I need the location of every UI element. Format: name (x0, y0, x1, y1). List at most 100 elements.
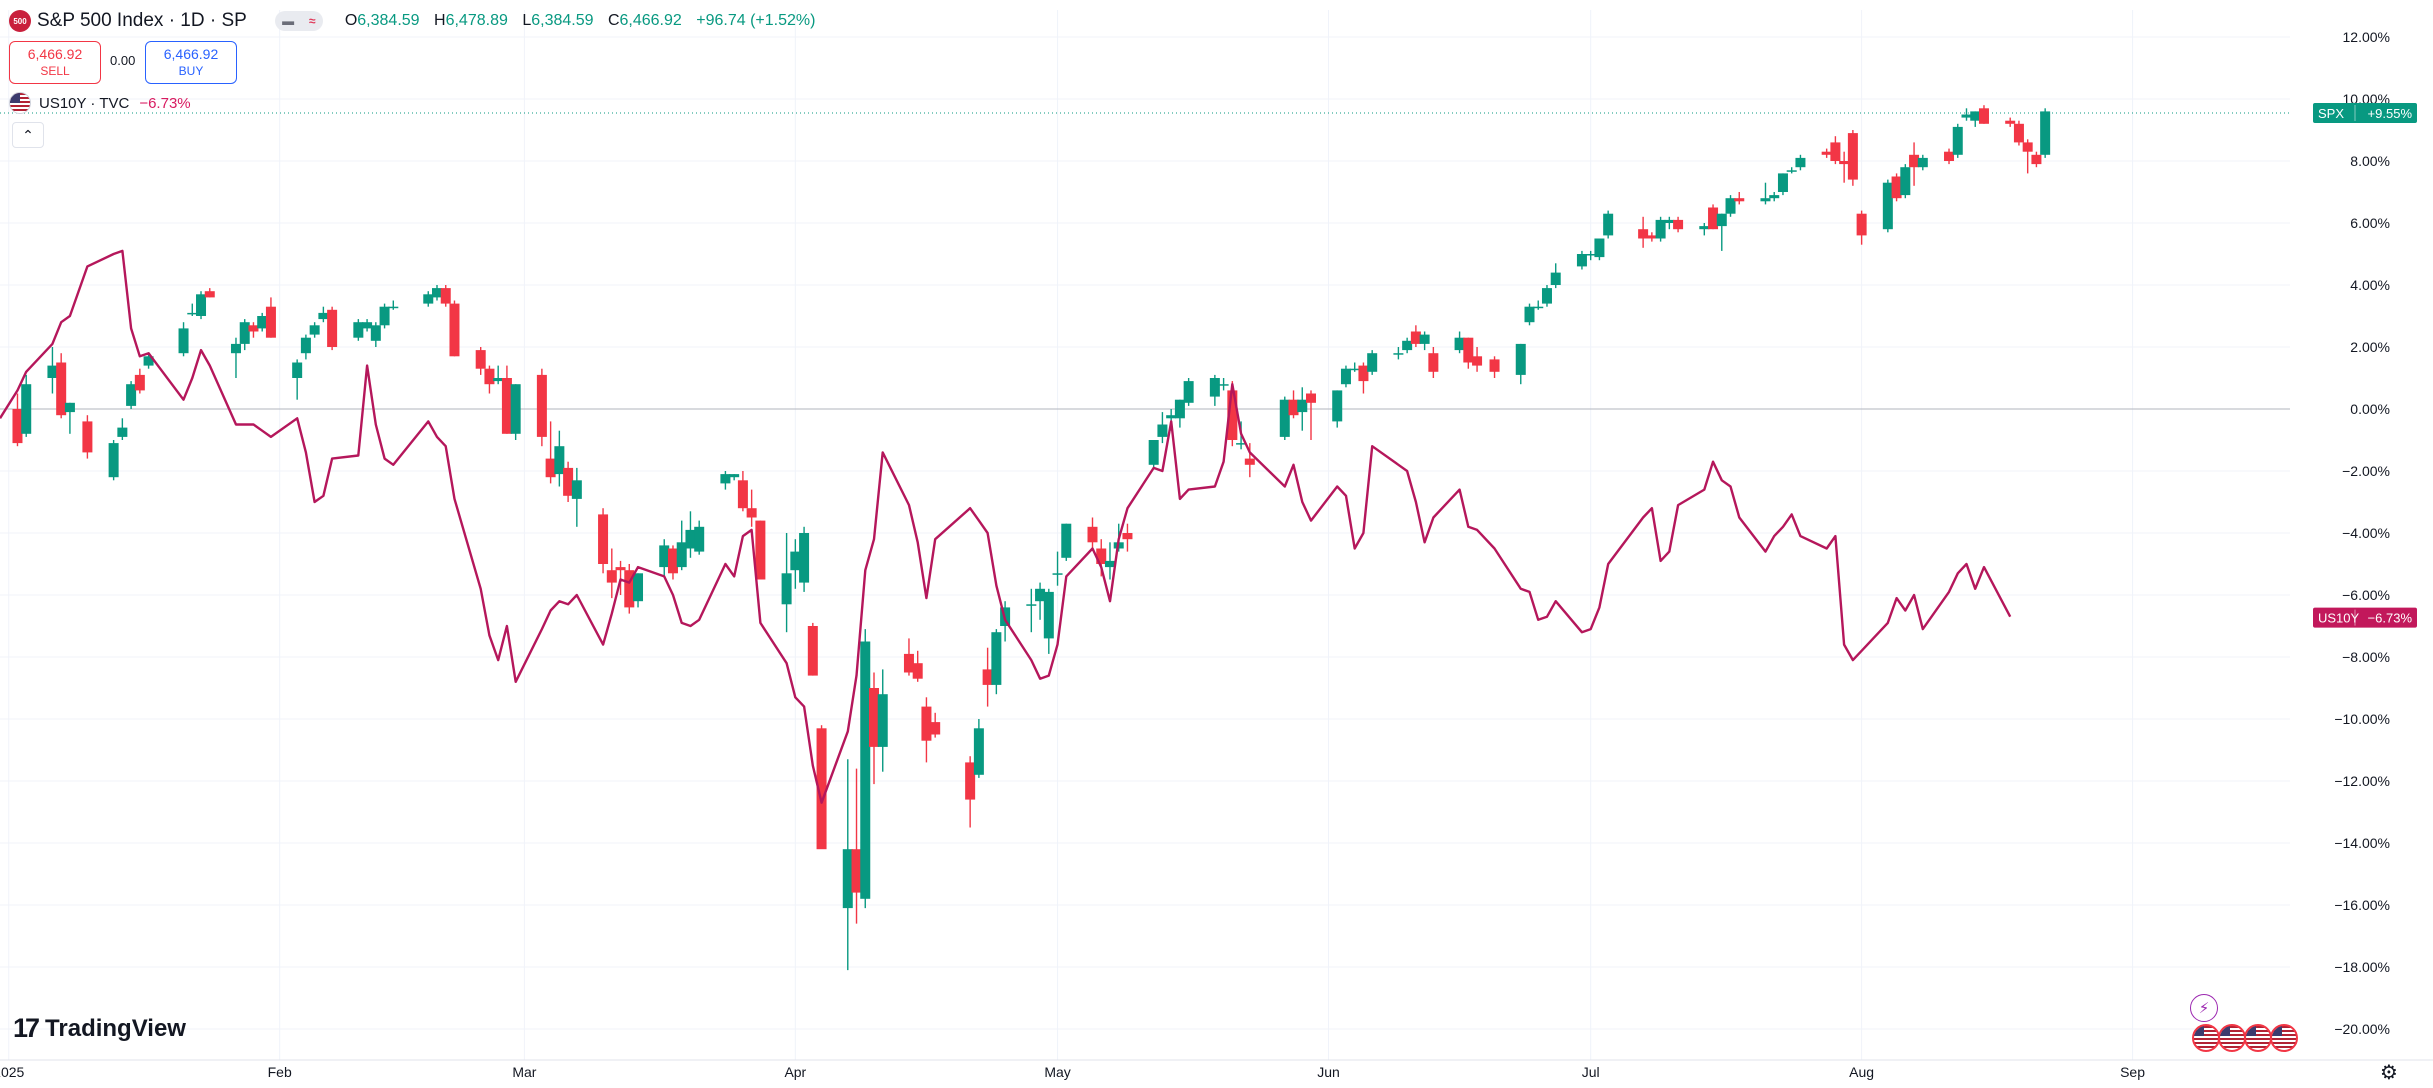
candle (1358, 362, 1369, 394)
candle (423, 291, 434, 307)
candle (484, 365, 495, 394)
candle-body (790, 551, 801, 571)
candle (720, 471, 731, 490)
symbol-title[interactable]: S&P 500 Index · 1D · SP (37, 10, 247, 31)
candle-body (1725, 198, 1736, 214)
us-event-flag-icon[interactable] (2270, 1024, 2298, 1052)
candle (257, 312, 268, 332)
us-event-flag-icon[interactable] (2218, 1024, 2246, 1052)
candle-body (1708, 207, 1719, 230)
candle-body (1882, 182, 1893, 230)
candle-body (1917, 157, 1928, 168)
candle (1725, 195, 1736, 217)
candle (1489, 356, 1500, 378)
candle-body (676, 542, 687, 568)
candle (694, 520, 705, 555)
candle-body (1891, 176, 1902, 199)
candle (1454, 331, 1465, 354)
candle-body (1297, 399, 1308, 413)
candle (1419, 331, 1430, 351)
candle-body (309, 325, 320, 335)
us-flag-icon (9, 92, 31, 114)
candle-body (1428, 353, 1439, 372)
candle-body (1332, 390, 1343, 422)
candle-body (973, 728, 984, 775)
candle-body (1900, 167, 1911, 196)
candle (1524, 303, 1535, 326)
spx-price-tag: SPX +9.55% (2313, 102, 2417, 123)
candle (1821, 148, 1832, 158)
candle (126, 381, 137, 409)
y-tick-label: −14.00% (2334, 835, 2390, 851)
candle (1052, 551, 1063, 586)
economic-events[interactable] (2192, 1024, 2298, 1052)
lightning-glyph: ⚡ (2198, 1000, 2210, 1017)
candle (1646, 232, 1657, 242)
us-event-flag-icon[interactable] (2192, 1024, 2220, 1052)
candle-body (869, 688, 879, 747)
candle-body (353, 322, 364, 338)
candle-body (510, 384, 521, 434)
candle-body (921, 706, 932, 741)
collapse-legend-button[interactable]: ⌃ (12, 122, 44, 148)
candle-body (1603, 213, 1614, 236)
candle (1716, 213, 1727, 251)
high-value: 6,478.89 (445, 12, 508, 29)
candle-body (1463, 337, 1474, 363)
candle (921, 697, 932, 763)
candle-body (204, 291, 215, 298)
candle-body (1410, 331, 1421, 344)
y-tick-label: −4.00% (2342, 525, 2390, 541)
compare-title[interactable]: US10Y · TVC (39, 94, 130, 112)
us-event-flag-icon[interactable] (2244, 1024, 2272, 1052)
candle-body (1087, 526, 1098, 543)
candle-body (1236, 443, 1247, 445)
candle (536, 368, 547, 447)
candle-body (842, 849, 853, 909)
candle (1218, 378, 1229, 391)
candle (362, 319, 373, 332)
candle-body (1944, 151, 1955, 161)
us10y-price-tag-value: −6.73% (2368, 611, 2413, 626)
tradingview-wordmark: TradingView (45, 1014, 186, 1042)
candle-body (1839, 161, 1850, 165)
candle-body (1961, 114, 1972, 118)
sell-button[interactable]: 6,466.92 SELL (9, 41, 101, 84)
y-tick-label: 2.00% (2350, 339, 2390, 355)
candle (1638, 216, 1649, 248)
compare-legend[interactable]: US10Y · TVC −6.73% (9, 92, 191, 114)
candle (1332, 390, 1343, 428)
candle-body (903, 653, 914, 673)
candle-body (1524, 306, 1535, 323)
candle-body (781, 573, 792, 605)
candle (729, 474, 740, 481)
candle-body (327, 309, 338, 347)
y-tick-label: −2.00% (2342, 463, 2390, 479)
candle (292, 359, 303, 400)
y-tick-label: −16.00% (2334, 897, 2390, 913)
buy-button[interactable]: 6,466.92 BUY (145, 41, 237, 84)
candle (991, 629, 1002, 695)
candle-body (685, 529, 696, 549)
chevron-up-icon: ⌃ (22, 126, 34, 143)
gear-icon[interactable]: ⚙ (2380, 1062, 2398, 1084)
candle-body (1655, 219, 1666, 239)
spx-price-tag-bg (2313, 102, 2417, 123)
candle-body (423, 294, 434, 304)
candle-body (475, 350, 486, 369)
candle (659, 539, 670, 577)
candle (1961, 108, 1972, 121)
candle-body (545, 458, 556, 478)
candle (781, 533, 792, 633)
chart-style-pill[interactable]: ▬ ≈ (274, 11, 323, 31)
candle-body (536, 374, 547, 437)
lightning-event-icon[interactable]: ⚡ (2190, 994, 2218, 1022)
candle-body (2013, 123, 2024, 143)
compare-value: −6.73% (139, 94, 191, 112)
candle (388, 300, 399, 310)
tradingview-logo[interactable]: 17 TradingView (13, 1013, 186, 1044)
symbol-legend[interactable]: 500 S&P 500 Index · 1D · SP ▬ ≈ O6,384.5… (9, 10, 825, 32)
candle (1297, 387, 1308, 431)
candle (1856, 210, 1867, 245)
